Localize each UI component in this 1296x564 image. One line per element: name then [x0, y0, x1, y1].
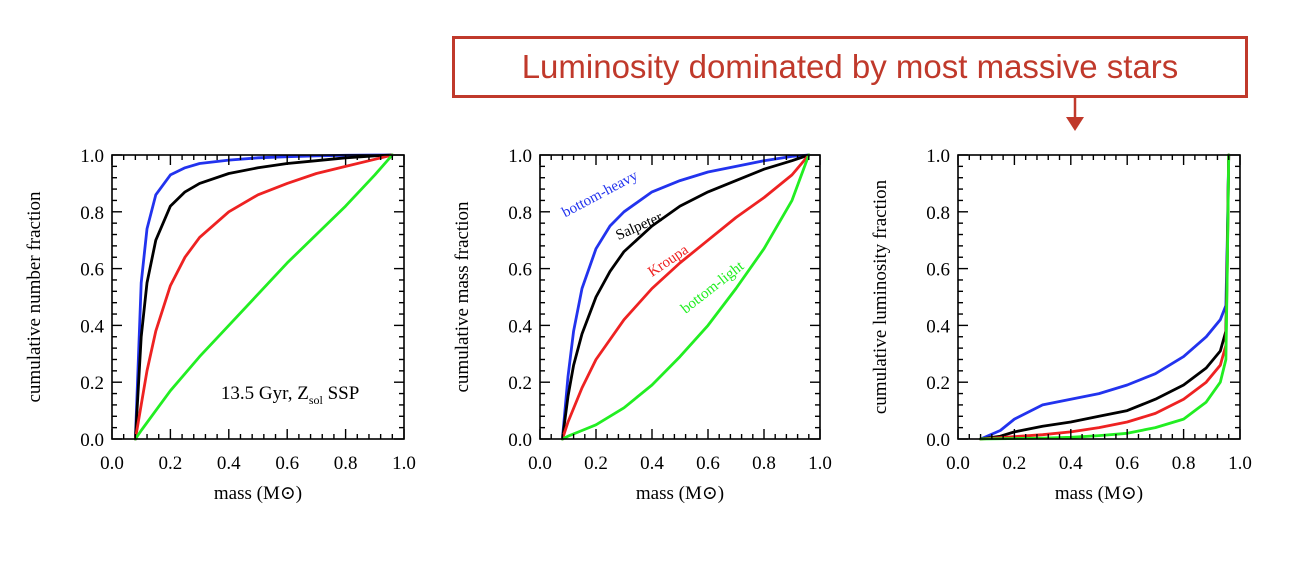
y-tick-label: 0.0 — [80, 430, 104, 451]
y-tick-label: 0.4 — [926, 316, 950, 337]
series-group — [561, 153, 811, 441]
y-tick-label: 0.4 — [80, 316, 104, 337]
y-tick-label: 0.6 — [926, 260, 950, 281]
x-tick-label: 0.8 — [752, 453, 776, 474]
annotation-banner: Luminosity dominated by most massive sta… — [452, 36, 1248, 98]
chart-panel-2: bottom-heavySalpeterKroupabottom-light0.… — [452, 146, 832, 504]
x-tick-label: 0.0 — [528, 453, 552, 474]
y-tick-label: 0.2 — [80, 373, 104, 394]
x-tick-label: 0.8 — [334, 453, 358, 474]
tick-marks — [111, 154, 405, 440]
x-tick-label: 0.8 — [1172, 453, 1196, 474]
series-line-bottom-light — [979, 153, 1231, 441]
y-tick-label: 0.2 — [508, 373, 532, 394]
plot-frame — [957, 154, 1241, 440]
series-line-bottom-heavy — [561, 153, 811, 441]
tick-marks — [539, 154, 821, 440]
series-line-salpeter — [979, 153, 1231, 441]
series-line-bottom-light — [133, 153, 394, 441]
y-tick-label: 0.0 — [508, 430, 532, 451]
x-tick-label: 0.0 — [100, 453, 124, 474]
y-tick-label: 0.6 — [508, 260, 532, 281]
y-tick-label: 0.8 — [80, 203, 104, 224]
x-tick-label: 1.0 — [1228, 453, 1252, 474]
y-tick-label: 1.0 — [80, 146, 104, 167]
y-tick-label: 0.0 — [926, 430, 950, 451]
x-tick-label: 1.0 — [392, 453, 416, 474]
x-tick-label: 0.6 — [1115, 453, 1139, 474]
chart-panel-1: 0.0 0.2 0.4 0.6 0.8 1.0 0.0 0.2 0.4 0.6 0.8 1.0 mass… — [24, 146, 416, 504]
y-axis-label: cumulative number fraction — [24, 191, 45, 403]
x-tick-label: 0.4 — [640, 453, 664, 474]
series-line-bottom-light — [561, 153, 811, 441]
y-tick-label: 1.0 — [508, 146, 532, 167]
x-tick-label: 0.6 — [275, 453, 299, 474]
series-line-bottom-heavy — [979, 153, 1231, 441]
x-tick-label: 0.4 — [1059, 453, 1083, 474]
tick-marks — [957, 154, 1241, 440]
x-tick-label: 0.6 — [696, 453, 720, 474]
x-axis-label: mass (M⊙) — [1055, 483, 1143, 504]
series-line-salpeter — [561, 153, 811, 441]
series-line-kroupa — [561, 153, 811, 441]
series-line-kroupa — [979, 153, 1231, 441]
y-axis-label: cumulative luminosity fraction — [870, 179, 891, 414]
y-tick-label: 1.0 — [926, 146, 950, 167]
x-tick-label: 0.2 — [159, 453, 183, 474]
x-tick-label: 0.2 — [1003, 453, 1027, 474]
annotation-subscript: sol — [309, 393, 324, 407]
y-tick-label: 0.8 — [926, 203, 950, 224]
x-tick-label: 1.0 — [808, 453, 832, 474]
annotation-main: 13.5 Gyr, Z — [221, 383, 309, 404]
x-tick-label: 0.0 — [946, 453, 970, 474]
series-label-bottom-heavy: bottom-heavy — [560, 168, 642, 221]
plot-frame — [539, 154, 821, 440]
annotation-arrow — [1066, 98, 1084, 131]
annotation-suffix: SSP — [323, 383, 359, 404]
y-tick-label: 0.4 — [508, 316, 532, 337]
x-axis-label: mass (M⊙) — [214, 483, 302, 504]
series-line-kroupa — [133, 153, 394, 441]
series-line-salpeter — [133, 153, 394, 441]
y-tick-label: 0.8 — [508, 203, 532, 224]
y-tick-label: 0.6 — [80, 260, 104, 281]
chart-panel-3: 0.0 0.2 0.4 0.6 0.8 1.0 0.0 0.2 0.4 0.6 0.8 1.0 mass… — [870, 146, 1252, 504]
x-tick-label: 0.4 — [217, 453, 241, 474]
y-tick-label: 0.2 — [926, 373, 950, 394]
x-tick-label: 0.2 — [584, 453, 608, 474]
y-axis-label: cumulative mass fraction — [452, 201, 473, 392]
panel-annotation: 13.5 Gyr, Zsol SSP — [221, 383, 359, 407]
plot-frame — [111, 154, 405, 440]
x-axis-label: mass (M⊙) — [636, 483, 724, 504]
series-group — [979, 153, 1231, 441]
